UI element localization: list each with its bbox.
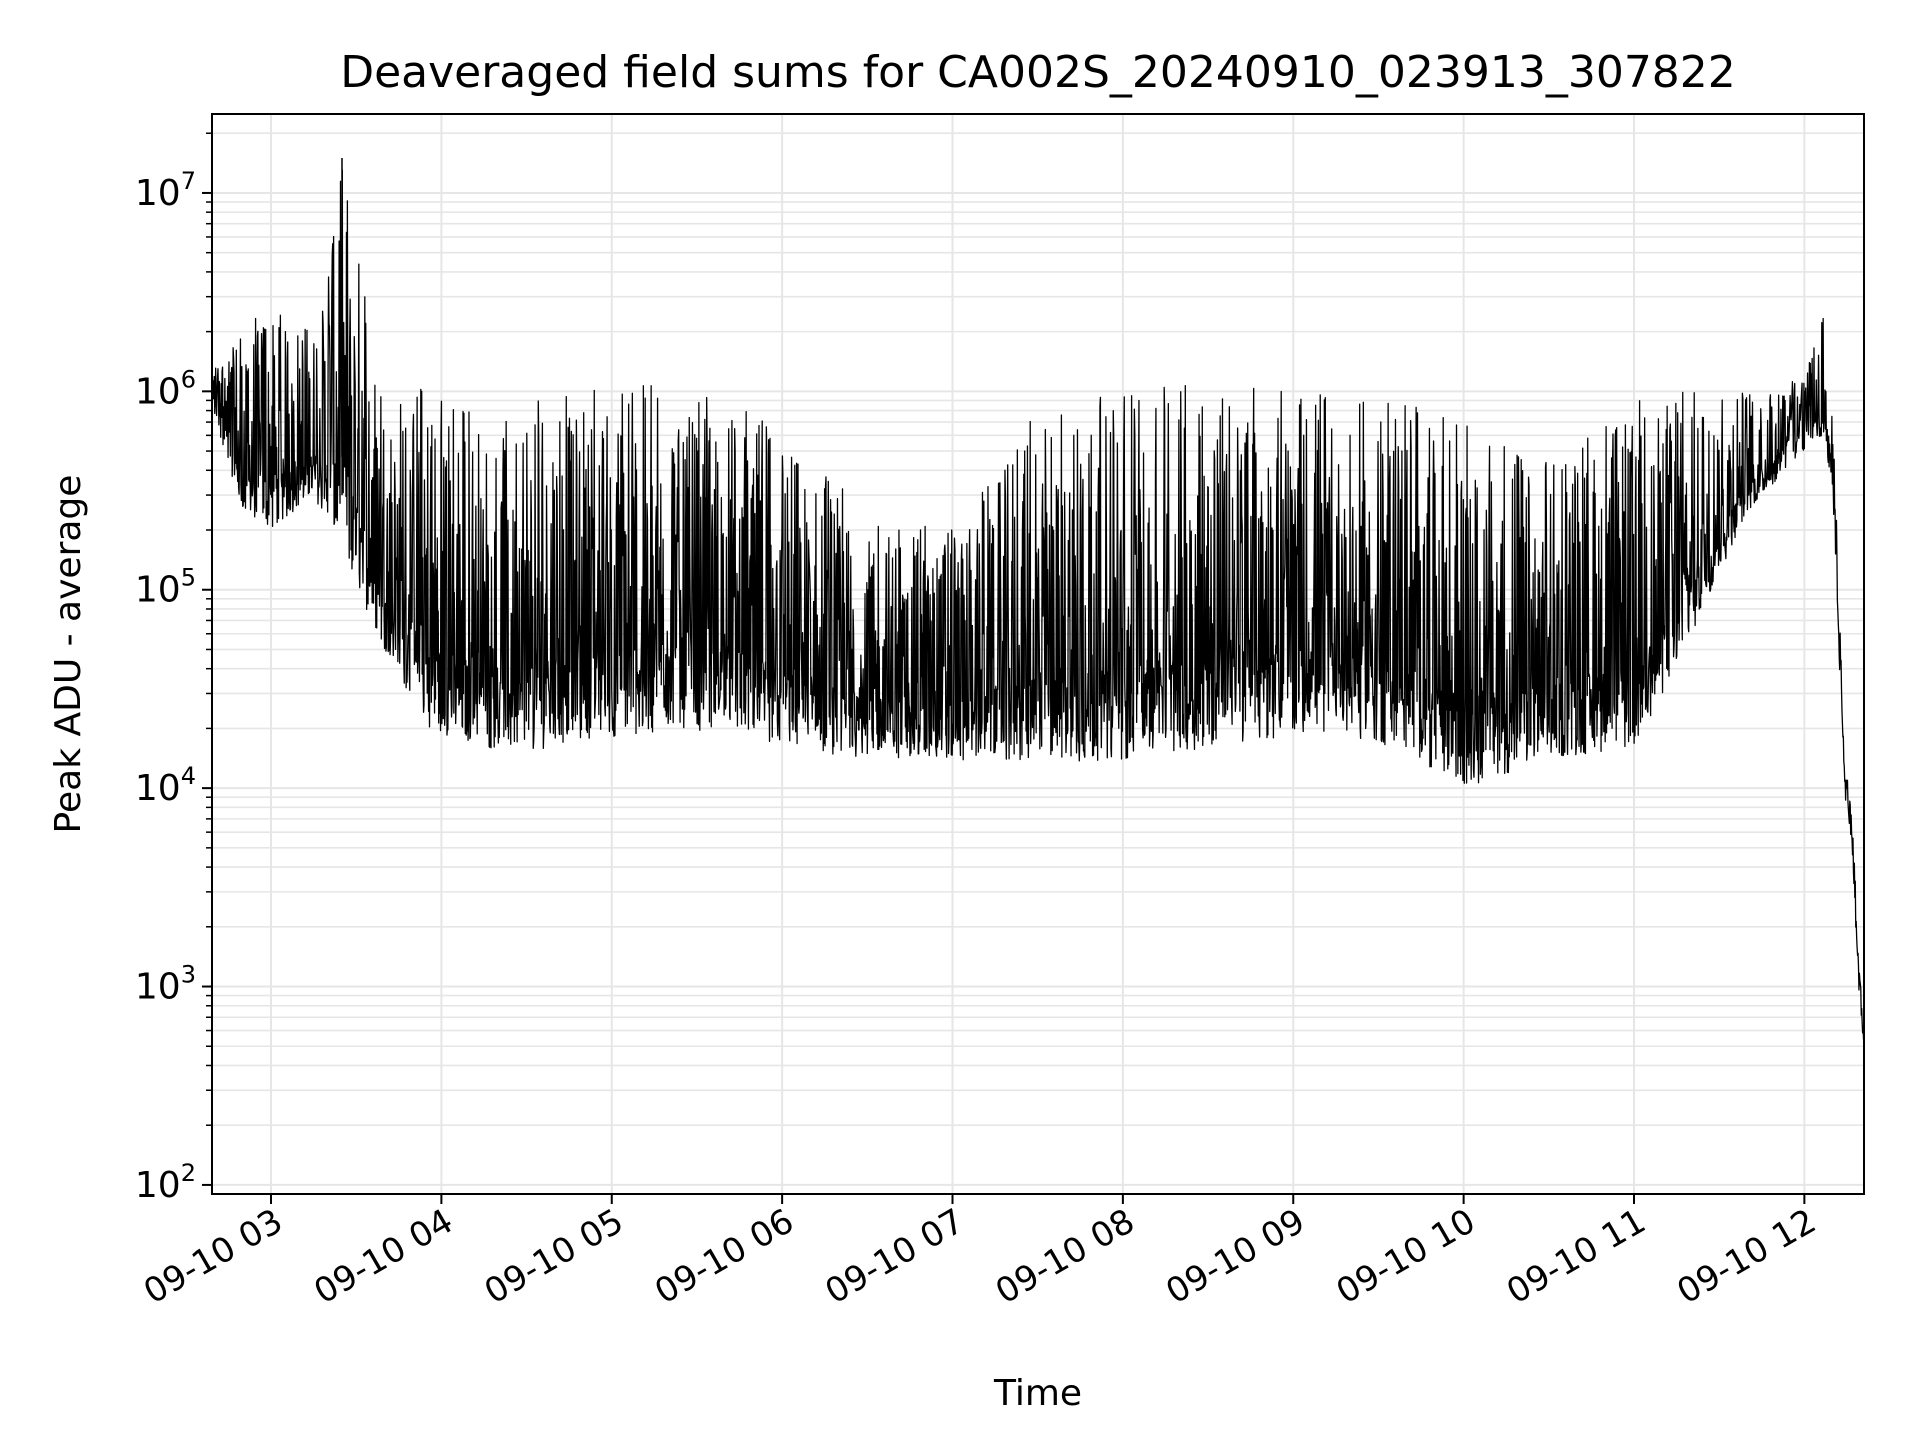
y-tick-label: 102 — [135, 1159, 196, 1206]
series-line — [211, 158, 1865, 1041]
y-tick-label: 106 — [135, 365, 196, 412]
y-tick-label: 105 — [135, 564, 196, 611]
plot-frame — [211, 113, 1865, 1195]
y-tick-label: 103 — [135, 961, 196, 1008]
y-tick-label: 104 — [135, 762, 196, 809]
y-tick-label: 107 — [135, 167, 196, 214]
series-path — [211, 169, 1865, 1041]
y-axis: 102 103 104 105 106 107 — [135, 132, 212, 1206]
y-axis-label: Peak ADU - average — [48, 475, 89, 834]
x-axis-label: Time — [993, 1373, 1082, 1414]
chart-title: Deaveraged field sums for CA002S_2024091… — [340, 47, 1736, 98]
